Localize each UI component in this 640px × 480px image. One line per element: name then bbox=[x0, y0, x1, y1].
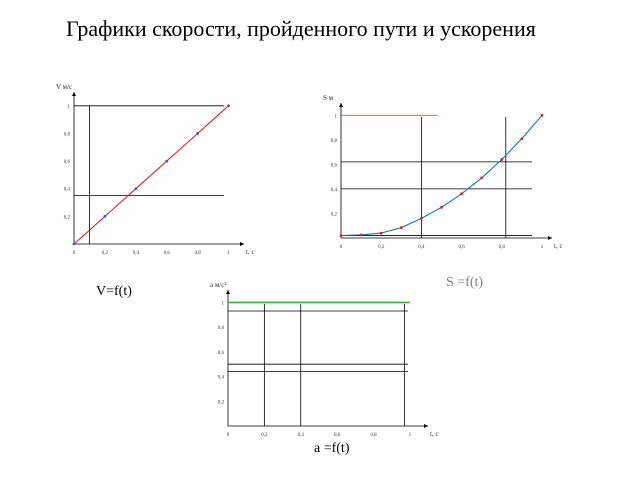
x-tick-label: 0,6 bbox=[164, 251, 171, 256]
acceleration-caption: a =f(t) bbox=[314, 441, 350, 456]
data-point bbox=[440, 205, 443, 209]
x-tick-label: 0,8 bbox=[370, 433, 377, 438]
y-tick-label: 0,4 bbox=[218, 376, 225, 381]
x-tick-label: 1 bbox=[541, 245, 544, 250]
y-tick-label: 0,8 bbox=[218, 326, 225, 331]
series-line bbox=[73, 105, 229, 245]
x-tick-label: 0 bbox=[340, 245, 343, 250]
x-axis-label: t, c bbox=[430, 430, 439, 438]
y-axis-label: S м bbox=[323, 94, 334, 102]
y-axis-arrow bbox=[339, 103, 343, 107]
y-tick-label: 0,6 bbox=[64, 160, 71, 165]
y-tick-label: 0,4 bbox=[64, 188, 71, 193]
x-axis-arrow bbox=[548, 236, 552, 240]
x-tick-label: 0,2 bbox=[261, 433, 268, 438]
distance-caption: S =f(t) bbox=[446, 275, 484, 290]
data-point bbox=[399, 226, 403, 229]
y-tick-label: 0,4 bbox=[331, 188, 338, 193]
x-tick-label: 0,4 bbox=[133, 251, 140, 256]
x-tick-label: 0,4 bbox=[418, 245, 425, 250]
x-tick-label: 0,2 bbox=[102, 251, 109, 256]
x-tick-label: 0,4 bbox=[298, 433, 305, 438]
data-point bbox=[72, 242, 76, 246]
y-tick-label: 0,2 bbox=[64, 215, 71, 220]
y-tick-label: 1 bbox=[222, 301, 225, 306]
y-tick-label: 0,6 bbox=[218, 351, 225, 356]
x-tick-label: 0 bbox=[227, 433, 230, 438]
data-point bbox=[165, 159, 169, 163]
data-point bbox=[103, 214, 107, 218]
x-tick-label: 0,8 bbox=[195, 251, 202, 256]
data-point bbox=[460, 192, 463, 196]
x-axis-arrow bbox=[424, 424, 428, 428]
velocity-caption: V=f(t) bbox=[96, 284, 132, 299]
data-point bbox=[540, 113, 544, 117]
slide-title: Графики скорости, пройденного пути и уск… bbox=[66, 16, 536, 41]
x-tick-label: 0,6 bbox=[334, 433, 341, 438]
y-axis-arrow bbox=[72, 92, 76, 96]
x-tick-label: 1 bbox=[409, 433, 412, 438]
x-tick-label: 0,2 bbox=[378, 245, 385, 250]
data-point bbox=[196, 132, 200, 135]
y-tick-label: 1 bbox=[68, 105, 71, 110]
y-tick-label: 0,2 bbox=[218, 400, 225, 405]
data-point bbox=[480, 176, 484, 180]
y-tick-label: 0,8 bbox=[64, 132, 71, 137]
data-point bbox=[419, 216, 423, 220]
y-tick-label: 0,8 bbox=[331, 139, 338, 144]
data-point bbox=[379, 231, 383, 235]
data-point bbox=[500, 158, 504, 161]
data-point bbox=[227, 104, 230, 108]
y-axis-label: V м/с bbox=[56, 83, 72, 91]
y-tick-label: 0,6 bbox=[331, 163, 338, 168]
data-point bbox=[520, 137, 524, 140]
x-axis-label: t, c bbox=[246, 248, 255, 256]
x-tick-label: 0 bbox=[73, 251, 76, 256]
x-tick-label: 0,8 bbox=[499, 245, 506, 250]
x-tick-label: 1 bbox=[227, 251, 230, 256]
x-tick-label: 0,6 bbox=[458, 245, 465, 250]
x-axis-label: t, c bbox=[554, 242, 563, 250]
data-point bbox=[339, 234, 343, 237]
x-axis-arrow bbox=[240, 242, 244, 246]
data-point bbox=[134, 187, 138, 191]
y-tick-label: 1 bbox=[335, 114, 338, 119]
y-axis-label: a м/с² bbox=[210, 281, 226, 289]
y-axis-arrow bbox=[226, 290, 230, 294]
data-point bbox=[359, 233, 363, 237]
y-tick-label: 0,2 bbox=[331, 212, 338, 217]
